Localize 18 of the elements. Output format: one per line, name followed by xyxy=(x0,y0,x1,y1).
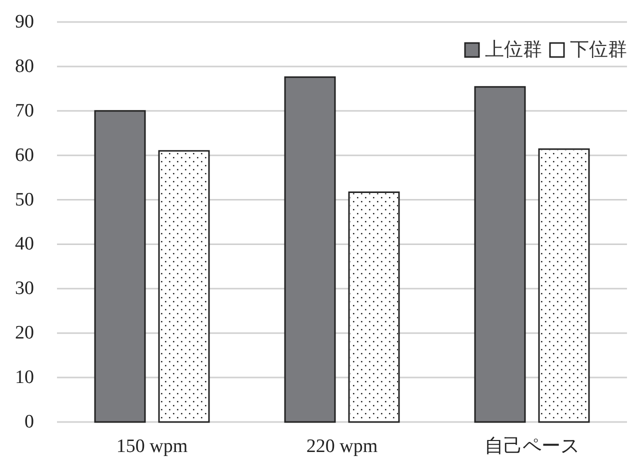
y-tick-label: 0 xyxy=(24,412,34,432)
x-tick-label: 150 wpm xyxy=(116,436,188,457)
bar xyxy=(284,76,336,423)
legend-label: 上位群 xyxy=(485,40,542,60)
y-tick-label: 70 xyxy=(15,100,34,122)
y-tick-label: 30 xyxy=(15,278,34,300)
x-tick-label: 自己ペース xyxy=(484,436,580,457)
y-tick-label: 80 xyxy=(15,56,34,77)
y-tick-label: 10 xyxy=(15,367,34,388)
x-tick-label: 220 wpm xyxy=(306,436,378,457)
y-tick-label: 50 xyxy=(15,189,34,210)
y-tick-label: 20 xyxy=(15,322,34,344)
bar xyxy=(474,86,526,423)
y-tick-label: 90 xyxy=(15,12,34,32)
y-tick-label: 40 xyxy=(15,234,34,255)
bar xyxy=(94,110,146,423)
legend-label: 下位群 xyxy=(570,40,627,60)
y-tick-label: 60 xyxy=(15,144,34,166)
